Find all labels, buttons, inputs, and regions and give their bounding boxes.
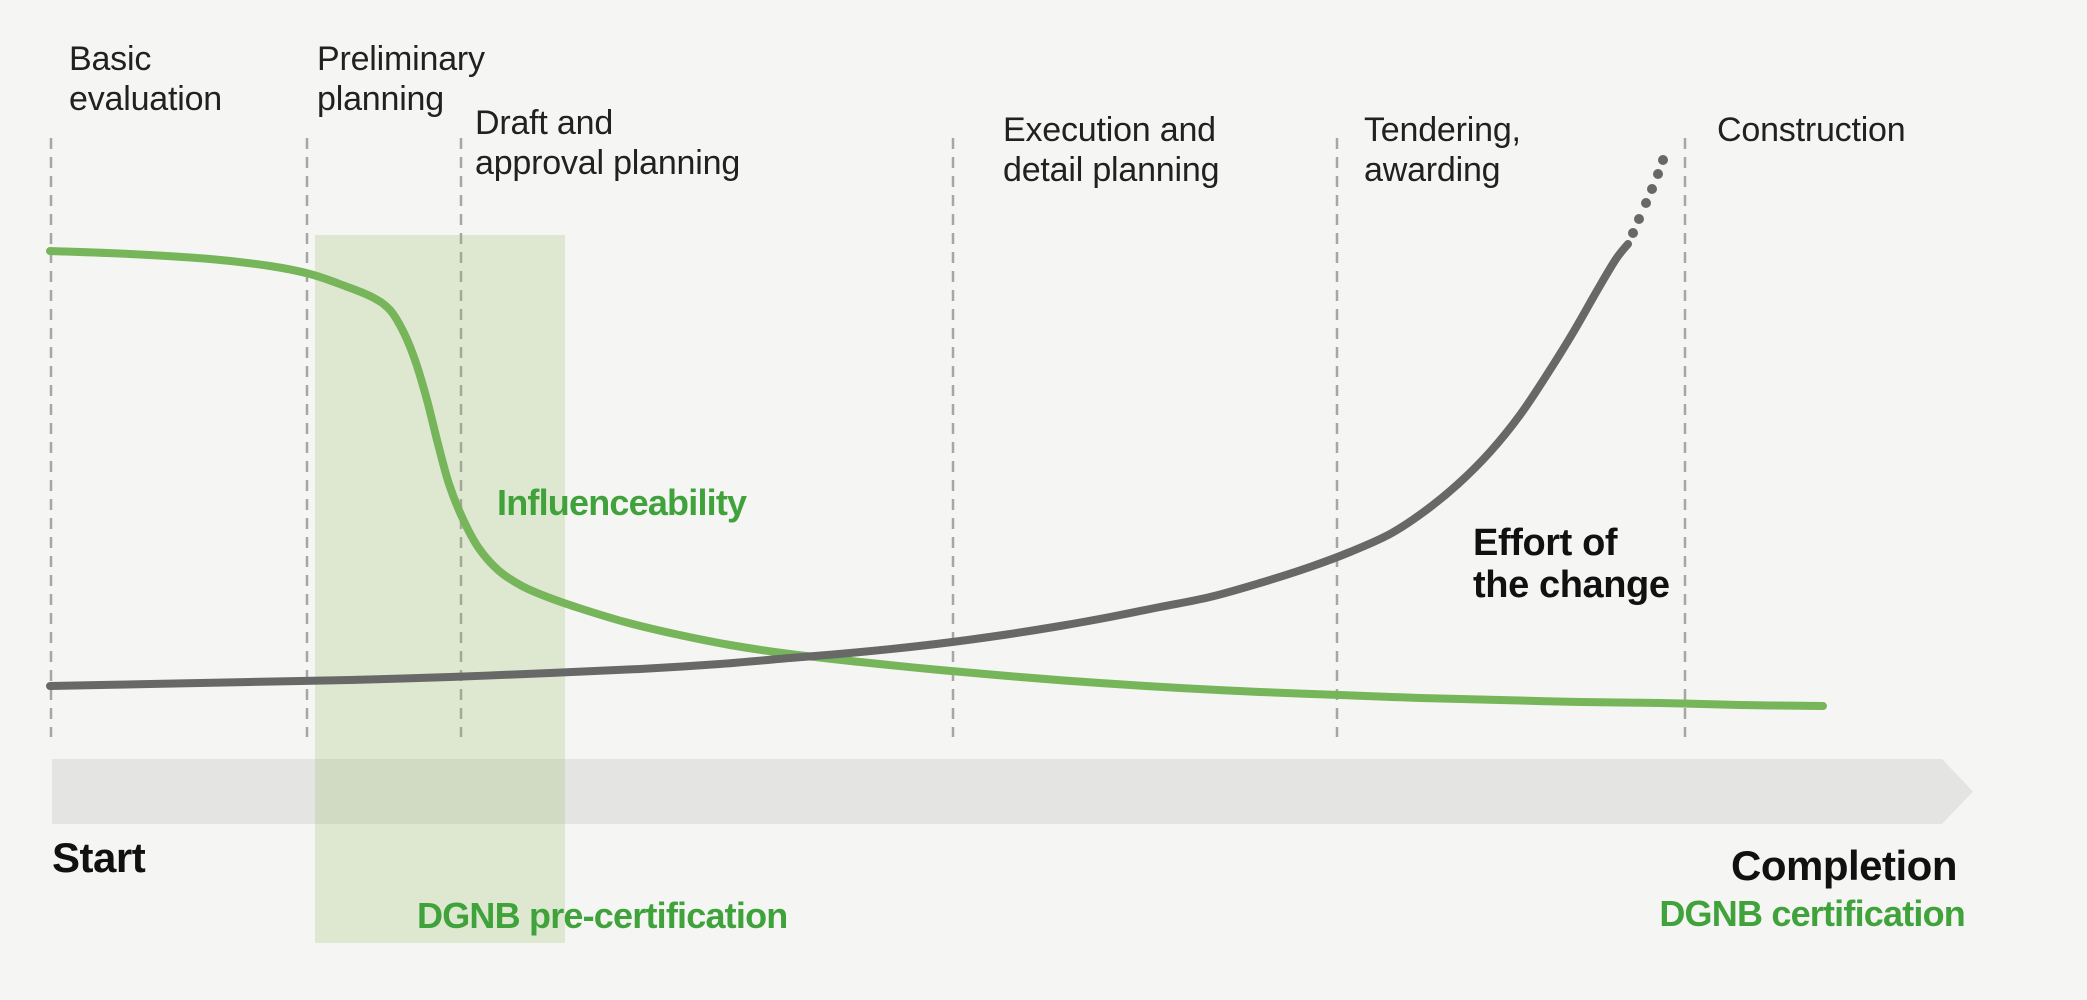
phase-label-line: approval planning [475, 144, 741, 182]
phase-label-draft-approval-planning: Draft and approval planning [475, 103, 740, 183]
timeline-start-label: Start [52, 834, 146, 881]
effort-curve-label-line: Effort of [1473, 522, 1618, 564]
dgnb-certification-label: DGNB certification [1659, 893, 1965, 934]
effort-curve-dotted-point [1634, 214, 1644, 224]
phase-label-line: detail planning [1003, 151, 1220, 189]
effort-curve [46, 240, 1632, 690]
influenceability-curve-label: Influenceability [497, 482, 747, 523]
phase-label-basic-evaluation: Basic evaluation [69, 39, 222, 119]
timeline-arrow-bar [52, 759, 1942, 824]
effort-curve-dotted-point [1658, 155, 1668, 165]
phase-label-line: awarding [1364, 151, 1501, 189]
phase-label-line: Draft and [475, 104, 614, 142]
effort-curve-dotted-point [1628, 228, 1638, 238]
phase-label-line: evaluation [69, 80, 223, 118]
phase-label-construction: Construction [1717, 110, 1906, 150]
phase-label-line: planning [317, 80, 444, 118]
effort-curve-dotted-point [1653, 169, 1663, 179]
phase-label-line: Basic [69, 40, 152, 78]
effort-curve-dotted-point [1647, 184, 1657, 194]
phase-label-line: Tendering, [1364, 111, 1521, 149]
phase-label-line: Execution and [1003, 111, 1216, 149]
timeline-arrow-head [1942, 759, 1973, 824]
phase-label-line: Construction [1717, 111, 1906, 149]
phase-label-line: Preliminary [317, 40, 485, 78]
phase-label-preliminary-planning: Preliminary planning [317, 39, 485, 119]
phase-label-tendering-awarding: Tendering, awarding [1364, 110, 1521, 190]
timeline-completion-label: Completion [1731, 842, 1957, 889]
effort-curve-label: Effort of the change [1473, 522, 1670, 606]
effort-curve-label-line: the change [1473, 564, 1670, 606]
influenceability-curve [46, 247, 1827, 710]
phase-label-execution-detail-planning: Execution and detail planning [1003, 110, 1219, 190]
effort-curve-dotted-point [1641, 198, 1651, 208]
dgnb-pre-certification-label: DGNB pre-certification [417, 895, 788, 936]
